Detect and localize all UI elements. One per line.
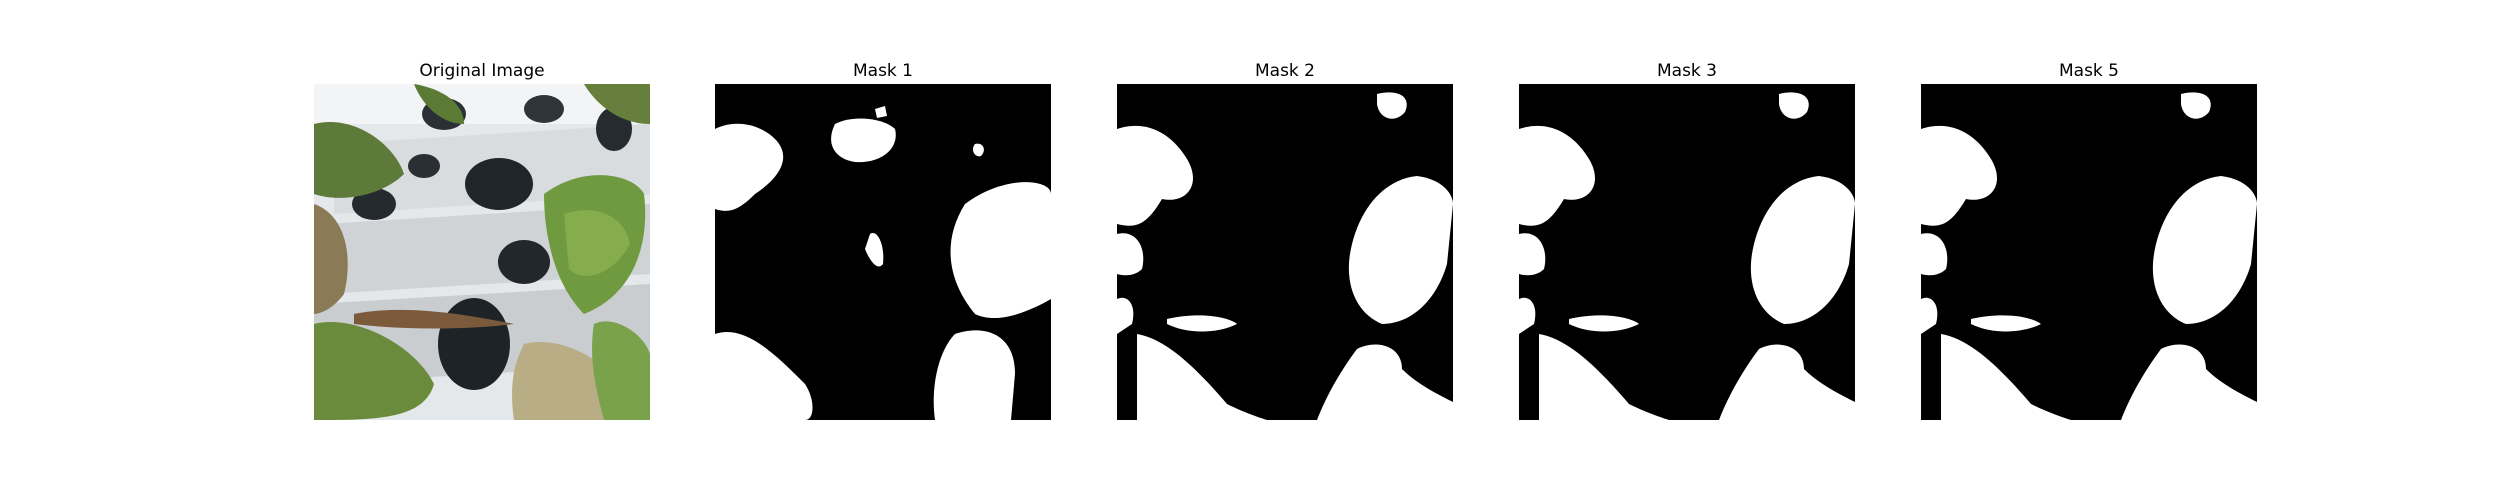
mask-1-panel: Mask 1 — [715, 58, 1051, 420]
mask-5-panel: Mask 5 — [1921, 58, 2257, 420]
mask-3-panel: Mask 3 — [1519, 58, 1855, 420]
mask-2-image — [1117, 84, 1453, 420]
panel-title: Original Image — [419, 61, 545, 81]
original-image — [314, 84, 650, 420]
panel-title: Mask 5 — [2058, 61, 2119, 81]
original-image-panel: Original Image — [314, 58, 650, 420]
mask-3-image — [1519, 84, 1855, 420]
panel-title: Mask 2 — [1254, 61, 1315, 81]
mask-2-panel: Mask 2 — [1117, 58, 1453, 420]
mask-1-image — [715, 84, 1051, 420]
mask-5-image — [1921, 84, 2257, 420]
panel-title: Mask 3 — [1656, 61, 1717, 81]
panel-title: Mask 1 — [852, 61, 913, 81]
